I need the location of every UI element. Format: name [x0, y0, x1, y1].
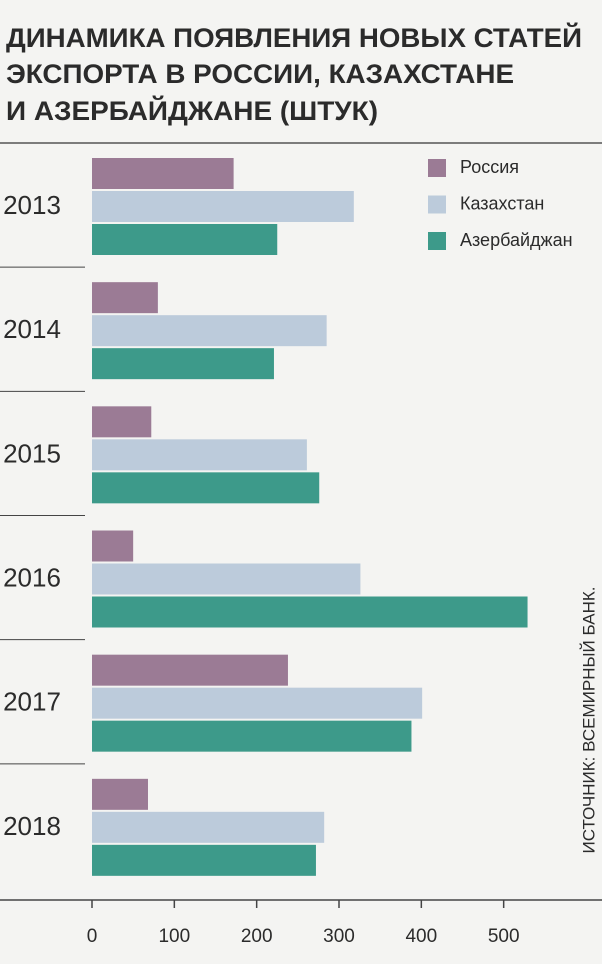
bar: [92, 439, 307, 471]
y-tick-label: 2016: [3, 562, 61, 592]
y-tick-label: 2015: [3, 438, 61, 468]
legend-label: Азербайджан: [460, 230, 573, 250]
legend-label: Россия: [460, 157, 519, 177]
chart-title: И АЗЕРБАЙДЖАНЕ (ШТУК): [6, 95, 378, 126]
bar: [92, 596, 528, 628]
x-tick-label: 0: [87, 926, 98, 947]
bar: [92, 654, 288, 686]
legend-label: Казахстан: [460, 193, 544, 213]
y-tick-label: 2013: [3, 190, 61, 220]
x-tick-label: 300: [323, 926, 355, 947]
x-tick-label: 100: [158, 926, 190, 947]
source: ИСТОЧНИК: ВСЕМИРНЫЙ БАНК.: [579, 587, 598, 854]
bar: [92, 191, 354, 222]
y-tick-label: 2017: [3, 687, 61, 717]
legend-swatch: [428, 195, 446, 214]
bar: [92, 844, 316, 876]
chart-title: ЭКСПОРТА В РОССИИ, КАЗАХСТАНЕ: [6, 59, 514, 89]
bar: [92, 158, 234, 189]
x-tick-label: 400: [405, 926, 437, 947]
bar: [92, 224, 278, 255]
bar: [92, 563, 361, 595]
y-tick-label: 2018: [3, 811, 61, 841]
bar: [92, 778, 148, 810]
x-tick-label: 200: [241, 926, 273, 947]
bar: [92, 348, 274, 380]
bar: [92, 315, 327, 347]
bar: [92, 687, 423, 719]
legend-swatch: [428, 232, 446, 250]
bar: [92, 282, 158, 314]
bar: [92, 811, 325, 843]
bar: [92, 530, 134, 562]
chart-title: ДИНАМИКА ПОЯВЛЕНИЯ НОВЫХ СТАТЕЙ: [6, 22, 582, 53]
bar: [92, 472, 320, 504]
legend-swatch: [428, 159, 446, 177]
bar: [92, 720, 412, 752]
x-tick-label: 500: [488, 926, 520, 947]
y-tick-label: 2014: [3, 314, 61, 344]
bar: [92, 406, 152, 438]
